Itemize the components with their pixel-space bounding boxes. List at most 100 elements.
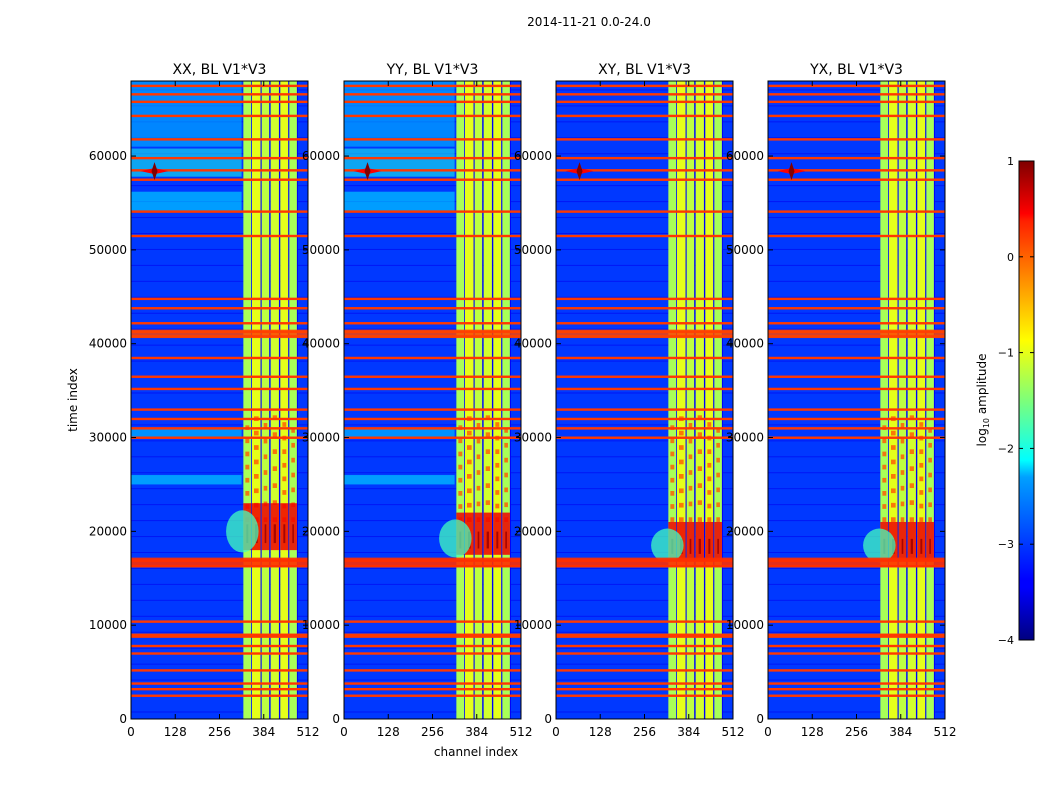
band-lobe-core <box>920 538 923 554</box>
panel-title: YX, BL V1*V3 <box>809 62 903 78</box>
texture-row <box>344 392 521 394</box>
band-blob <box>476 470 481 475</box>
flag-row <box>768 178 945 181</box>
channel-band <box>898 81 907 719</box>
band-lobe-core <box>496 531 499 549</box>
band-blob <box>909 449 914 455</box>
texture-row <box>556 217 733 219</box>
texture-row <box>768 551 945 553</box>
texture-row <box>344 264 521 266</box>
texture-row <box>768 472 945 474</box>
band-blob <box>890 488 896 494</box>
channel-gap <box>897 81 899 719</box>
texture-row <box>556 137 733 139</box>
texture-row <box>768 711 945 713</box>
x-tick-label: 384 <box>677 725 700 739</box>
feature-band <box>344 475 455 485</box>
band-blob <box>678 445 684 450</box>
band-blob <box>253 474 259 479</box>
texture-row <box>556 344 733 346</box>
y-tick-label: 20000 <box>302 524 340 538</box>
flag-row <box>556 178 733 181</box>
feature-band <box>131 191 242 211</box>
flag-row <box>344 682 521 685</box>
texture-row <box>131 440 308 442</box>
texture-row <box>556 631 733 633</box>
band-blob <box>928 457 932 463</box>
texture-row <box>768 583 945 585</box>
band-lobe-core <box>689 538 692 554</box>
colorbar-label: log10 amplitude <box>975 354 991 447</box>
texture-row <box>768 248 945 250</box>
band-blob <box>458 451 463 457</box>
x-tick-label: 256 <box>845 725 868 739</box>
flag-row <box>768 633 945 636</box>
channel-band <box>926 81 934 719</box>
y-tick-label: 10000 <box>89 618 127 632</box>
y-tick-label: 50000 <box>302 243 340 257</box>
texture-row <box>344 583 521 585</box>
y-tick-label: 40000 <box>302 337 340 351</box>
band-blob <box>678 517 684 522</box>
texture-row <box>768 153 945 155</box>
band-blob <box>272 432 277 438</box>
band-blob <box>900 517 905 522</box>
channel-gap <box>685 81 687 719</box>
band-blob <box>272 483 277 488</box>
texture-row <box>556 615 733 617</box>
texture-row <box>344 711 521 713</box>
band-lobe-core <box>477 531 480 549</box>
feature-band <box>131 475 242 485</box>
band-blob <box>476 501 481 507</box>
channel-gap <box>509 81 511 719</box>
texture-row <box>768 344 945 346</box>
colorbar-ticks: 1 0 −1 −2 −3 −4 <box>998 155 1034 647</box>
flag-row <box>344 694 521 697</box>
band-blob <box>458 504 463 509</box>
y-tick-label: 10000 <box>514 618 552 632</box>
texture-row <box>344 504 521 506</box>
x-tick-label: 256 <box>208 725 231 739</box>
texture-row <box>768 440 945 442</box>
band-blob <box>707 449 712 455</box>
y-tick-label: 0 <box>332 712 340 726</box>
colorbar-label-log: log <box>975 428 989 446</box>
texture-row <box>131 392 308 394</box>
flag-block <box>768 329 945 339</box>
texture-row <box>131 599 308 601</box>
band-lobe-core <box>708 538 711 554</box>
x-tick-label: 384 <box>465 725 488 739</box>
x-tick-label: 512 <box>722 725 745 739</box>
band-blob <box>670 491 675 496</box>
band-blob <box>495 490 500 495</box>
band-blob <box>882 464 887 470</box>
flag-row <box>768 694 945 697</box>
flag-row <box>131 669 308 672</box>
flag-row <box>344 669 521 672</box>
band-blob <box>272 449 277 455</box>
texture-row <box>768 232 945 234</box>
band-blob <box>263 485 268 491</box>
flag-row <box>131 682 308 685</box>
flag-row <box>344 169 521 172</box>
band-blob <box>678 474 684 479</box>
band-blob <box>291 487 295 493</box>
texture-row <box>131 567 308 569</box>
texture-row <box>556 456 733 458</box>
texture-row <box>344 615 521 617</box>
channel-band <box>483 81 492 719</box>
channel-gap <box>251 81 253 719</box>
flag-row <box>344 297 521 301</box>
channel-band <box>714 81 722 719</box>
band-blob <box>253 445 259 450</box>
channel-gap <box>703 81 705 719</box>
flag-row <box>556 427 733 430</box>
flag-row <box>131 93 308 96</box>
texture-row <box>344 312 521 314</box>
flag-block <box>344 557 521 568</box>
y-tick-label: 20000 <box>726 524 764 538</box>
flag-row <box>768 93 945 96</box>
band-blob <box>458 477 463 483</box>
flag-row <box>556 417 733 421</box>
flag-block <box>768 557 945 568</box>
